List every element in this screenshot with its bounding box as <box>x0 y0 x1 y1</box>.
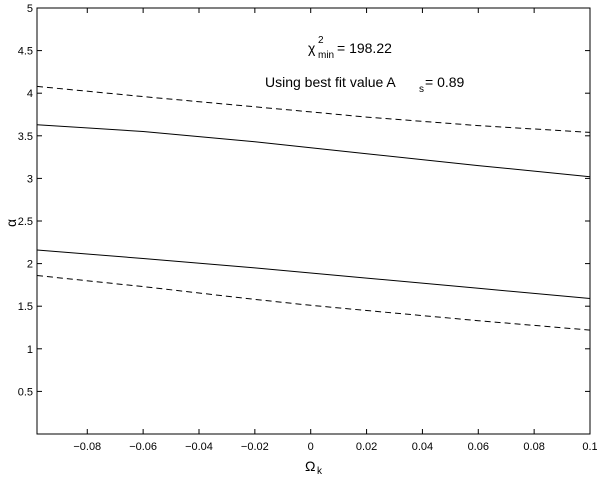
x-tick-label: 0.04 <box>412 441 433 453</box>
best-fit-text: Using best fit value A <box>265 74 396 90</box>
x-axis-label-subscript: k <box>317 466 323 477</box>
x-tick-label: −0.04 <box>185 441 213 453</box>
y-tick-label: 3 <box>27 173 33 185</box>
y-tick-label: 4.5 <box>18 46 33 58</box>
x-tick-label: 0.08 <box>523 441 544 453</box>
chi-subscript: min <box>318 50 334 61</box>
y-tick-label: 2 <box>27 259 33 271</box>
y-tick-label: 1 <box>27 344 33 356</box>
x-tick-label: −0.02 <box>241 441 269 453</box>
x-tick-label: 0.02 <box>356 441 377 453</box>
y-axis-label: α <box>3 219 19 227</box>
series-layer <box>36 85 591 331</box>
best-fit-subscript: s <box>419 84 424 95</box>
chi-superscript: 2 <box>318 35 324 46</box>
x-tick-label: −0.06 <box>129 441 157 453</box>
y-tick-label: 2.5 <box>18 216 33 228</box>
chi-annotation: χ <box>308 40 316 56</box>
y-tick-label: 4 <box>27 88 33 100</box>
dashed-series-line-4 <box>36 275 591 331</box>
x-axis-label: Ω <box>305 458 315 474</box>
y-tick-label: 0.5 <box>18 386 33 398</box>
x-axis-ticks: −0.08 −0.06 −0.04 −0.02 0 0.02 0.04 0.06 0.08 0.1 <box>73 8 597 453</box>
best-fit-value: = 0.89 <box>425 74 465 90</box>
x-tick-label: 0.1 <box>582 441 597 453</box>
solid-series-line-2 <box>36 124 591 178</box>
y-tick-label: 5 <box>27 3 33 15</box>
plot-area <box>36 7 591 435</box>
y-tick-label: 3.5 <box>18 131 33 143</box>
x-tick-label: 0 <box>308 441 314 453</box>
y-tick-label: 1.5 <box>18 301 33 313</box>
solid-series-line-3 <box>36 249 591 299</box>
chi-symbol: χ <box>308 40 316 56</box>
y-axis-ticks: 0.5 1 1.5 2 2.5 3 3.5 4 4.5 5 <box>18 3 590 398</box>
dashed-series-line-1 <box>36 85 591 133</box>
x-tick-label: 0.06 <box>468 441 489 453</box>
x-tick-label: −0.08 <box>73 441 101 453</box>
chi-value: = 198.22 <box>337 40 392 56</box>
